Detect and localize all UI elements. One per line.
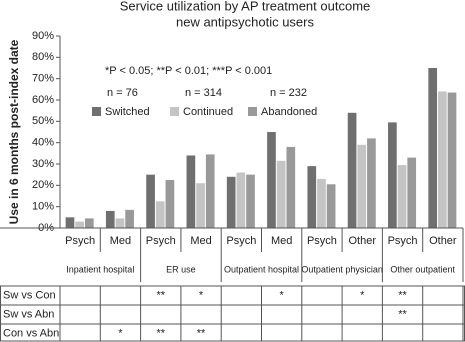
bar: [407, 157, 417, 228]
bar: [186, 155, 196, 228]
bar: [84, 218, 94, 228]
n-label: n = 232: [270, 87, 307, 99]
x-tick-label: Psych: [65, 235, 95, 247]
row-label: Sw vs Abn: [3, 308, 54, 320]
group-label: ER use: [166, 264, 196, 274]
x-tick-label: Psych: [226, 235, 256, 247]
x-tick-label: Psych: [307, 235, 337, 247]
x-tick-label: Med: [271, 235, 292, 247]
bar: [428, 68, 438, 228]
table-cell: **: [398, 308, 407, 320]
y-tick-label: 60%: [32, 94, 54, 106]
legend-label: Switched: [105, 106, 150, 118]
bar: [438, 91, 447, 228]
bar: [236, 172, 246, 228]
x-tick-label: Other: [348, 235, 376, 247]
y-tick-label: 90%: [32, 30, 54, 42]
y-tick-label: 70%: [32, 73, 54, 85]
bar: [276, 160, 286, 228]
group-label: Outpatient hospital: [224, 264, 299, 274]
legend-swatch: [170, 107, 179, 116]
row-label: Con vs Abn: [3, 327, 59, 339]
group-label: Outpatient physician: [301, 264, 383, 274]
x-tick-label: Other: [429, 235, 457, 247]
table-cell: **: [156, 327, 165, 339]
legend-label: Continued: [183, 106, 233, 118]
bar: [205, 154, 215, 228]
bar: [388, 122, 397, 228]
bar: [367, 138, 376, 228]
x-tick-label: Psych: [146, 235, 176, 247]
bar: [246, 174, 255, 228]
y-tick-label: 30%: [32, 158, 54, 170]
n-label: n = 76: [107, 87, 138, 99]
bar: [397, 165, 407, 228]
y-tick-label: 80%: [32, 51, 54, 63]
bar: [115, 218, 125, 228]
table-cell: *: [118, 327, 123, 339]
legend-swatch: [248, 107, 257, 116]
y-tick-label: 40%: [32, 137, 54, 149]
table-cell: *: [280, 289, 285, 301]
bar: [226, 176, 236, 228]
y-tick-label: 50%: [32, 115, 54, 127]
bar: [196, 183, 205, 228]
bar: [326, 184, 336, 228]
bar: [155, 201, 165, 228]
table-cell: **: [197, 327, 206, 339]
x-tick-label: Psych: [388, 235, 418, 247]
bar: [125, 209, 134, 228]
bar: [165, 180, 175, 228]
bar: [317, 178, 326, 228]
table-cell: *: [199, 289, 204, 301]
bar: [347, 112, 357, 228]
legend-swatch: [92, 107, 101, 116]
group-label: Inpatient hospital: [66, 264, 134, 274]
bar: [307, 166, 317, 228]
table-cell: **: [398, 289, 407, 301]
n-label: n = 314: [185, 87, 222, 99]
bar: [267, 132, 276, 228]
table-frame: [0, 285, 465, 342]
bar: [286, 146, 296, 228]
bar: [65, 217, 75, 228]
x-tick-label: Med: [110, 235, 131, 247]
row-label: Sw vs Con: [3, 289, 56, 301]
bar: [105, 210, 115, 228]
chart-subtitle: new antipsychotic users: [176, 14, 315, 29]
table-cell: **: [156, 289, 165, 301]
chart-title: Service utilization by AP treatment outc…: [120, 0, 371, 13]
bar: [146, 174, 155, 228]
bar: [447, 92, 457, 229]
y-axis-label: Use in 6 months post-index date: [7, 39, 21, 224]
bar: [75, 221, 84, 228]
y-tick-label: 20%: [32, 179, 54, 191]
group-label: Other outpatient: [390, 264, 455, 274]
y-tick-label: 10%: [32, 201, 54, 213]
significance-note: *P < 0.05; **P < 0.01; ***P < 0.001: [105, 65, 272, 77]
bar: [357, 144, 367, 228]
x-tick-label: Med: [190, 235, 211, 247]
table-cell: *: [360, 289, 365, 301]
legend-label: Abandoned: [261, 106, 317, 118]
